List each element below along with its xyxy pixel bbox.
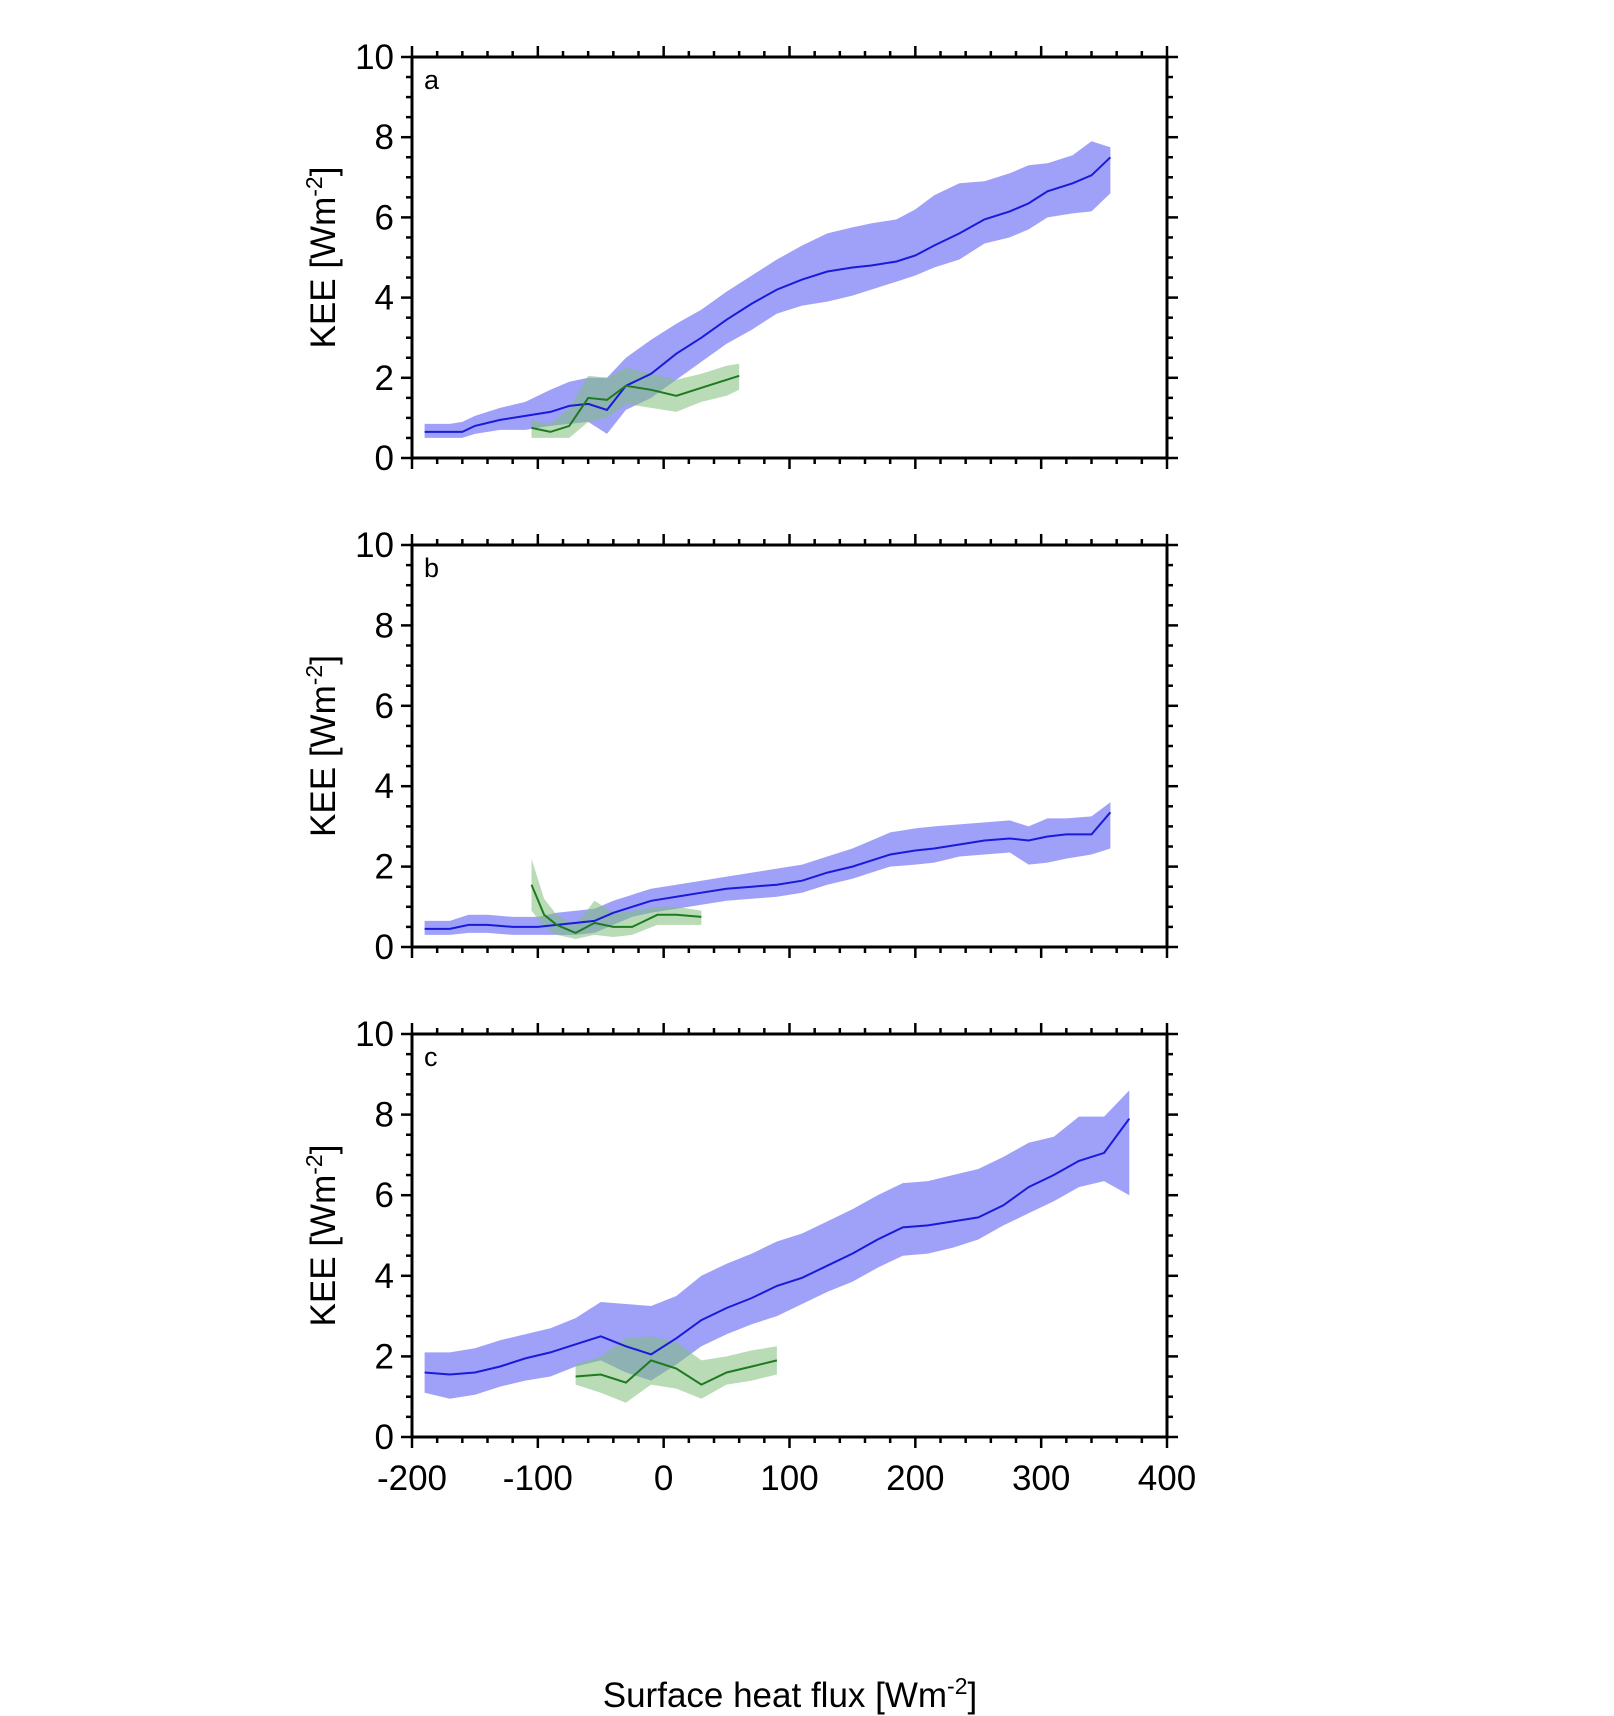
x-tick-label: -100 <box>503 1459 573 1498</box>
y-axis-title: KEE [Wm-2] <box>301 1145 343 1327</box>
x-tick-label: 100 <box>760 1459 818 1498</box>
panel-letter: b <box>424 553 439 583</box>
y-axis-title-text: KEE [Wm <box>304 685 343 837</box>
y-axis-title-end: ] <box>304 655 343 665</box>
svg-text:Surface heat flux [Wm-2]: Surface heat flux [Wm-2] <box>603 1673 977 1715</box>
y-axis-title-end: ] <box>304 1145 343 1155</box>
y-tick-label: 4 <box>375 279 394 318</box>
y-tick-label: 10 <box>355 526 394 565</box>
y-tick-label: 4 <box>375 767 394 806</box>
line-green-c <box>575 1359 778 1386</box>
line-blue-a <box>424 156 1112 433</box>
x-axis-title: Surface heat flux [Wm-2] <box>603 1673 977 1715</box>
y-axis-title-sup: -2 <box>301 665 327 685</box>
y-tick-label: 0 <box>375 439 394 478</box>
panel-b: 0 2 4 6 8 10 b KEE [Wm-2] <box>301 526 1178 967</box>
band-green-a <box>531 363 740 438</box>
y-tick-label: 10 <box>355 1015 394 1054</box>
line-green-b <box>530 884 702 935</box>
band-blue-b <box>424 802 1111 935</box>
panel-a: 0 2 4 6 8 10 a KEE [Wm-2] <box>301 38 1178 478</box>
x-tick-label: 200 <box>886 1459 944 1498</box>
y-axis-title-sup: -2 <box>301 1154 327 1174</box>
x-tick-label: 0 <box>654 1459 673 1498</box>
line-blue-b <box>424 811 1112 930</box>
x-tick-label: 400 <box>1138 1459 1196 1498</box>
y-tick-label: 6 <box>375 198 394 237</box>
y-tick-label: 2 <box>375 359 394 398</box>
panel-letter: c <box>424 1042 438 1072</box>
y-tick-label: 2 <box>375 1337 394 1376</box>
line-blue-c <box>424 1118 1131 1376</box>
band-green-b <box>531 858 702 939</box>
band-blue-c <box>424 1090 1130 1399</box>
x-axis-title-sup: -2 <box>947 1673 967 1699</box>
line-green-a <box>531 374 740 433</box>
y-axis-title: KEE [Wm-2] <box>301 655 343 837</box>
panel-c: 0 2 4 6 8 10 -200 -100 0 100 200 300 400 c KEE [Wm-2] <box>301 1015 1196 1498</box>
band-blue-a <box>424 141 1111 438</box>
x-tick-label: -200 <box>377 1459 447 1498</box>
y-tick-label: 2 <box>375 848 394 887</box>
y-tick-label: 10 <box>355 38 394 77</box>
y-axis-title: KEE [Wm-2] <box>301 167 343 349</box>
y-tick-label: 8 <box>375 606 394 645</box>
y-tick-label: 4 <box>375 1257 394 1296</box>
y-tick-label: 8 <box>375 118 394 157</box>
panel-letter: a <box>424 65 440 95</box>
y-tick-label: 6 <box>375 1176 394 1215</box>
y-axis-title-text: KEE [Wm <box>304 1175 343 1327</box>
y-tick-label: 0 <box>375 1418 394 1457</box>
y-tick-label: 8 <box>375 1096 394 1135</box>
y-tick-label: 6 <box>375 687 394 726</box>
y-tick-label: 0 <box>375 928 394 967</box>
y-axis-title-text: KEE [Wm <box>304 197 343 349</box>
y-axis-title-sup: -2 <box>301 176 327 196</box>
x-axis-title-text: Surface heat flux [Wm <box>603 1676 947 1715</box>
x-axis-title-end: ] <box>968 1676 978 1715</box>
x-tick-label: 300 <box>1012 1459 1070 1498</box>
y-axis-title-end: ] <box>304 167 343 177</box>
